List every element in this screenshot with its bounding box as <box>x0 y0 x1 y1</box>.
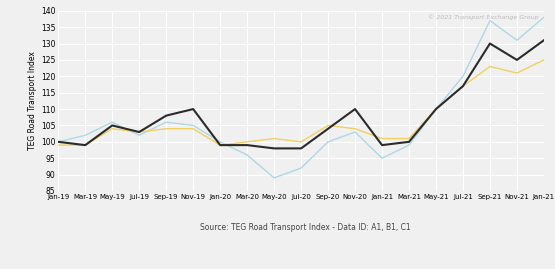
TEG Market Index <box>460 84 466 88</box>
Courier Vehicles <box>406 137 412 140</box>
TEG Market Index <box>82 143 89 147</box>
Haulage Vehicles <box>109 121 115 124</box>
Courier Vehicles <box>487 65 493 68</box>
Courier Vehicles <box>379 137 385 140</box>
TEG Market Index <box>541 39 547 42</box>
Haulage Vehicles <box>136 134 143 137</box>
TEG Market Index <box>55 140 62 143</box>
TEG Market Index <box>244 143 250 147</box>
Courier Vehicles <box>352 127 359 130</box>
TEG Market Index <box>297 147 304 150</box>
Haulage Vehicles <box>352 130 359 134</box>
Courier Vehicles <box>244 140 250 143</box>
Haulage Vehicles <box>325 140 331 143</box>
TEG Market Index <box>109 124 115 127</box>
Courier Vehicles <box>460 84 466 88</box>
TEG Market Index <box>136 130 143 134</box>
Haulage Vehicles <box>513 39 520 42</box>
Haulage Vehicles <box>55 140 62 143</box>
TEG Market Index <box>217 143 224 147</box>
TEG Market Index <box>163 114 169 117</box>
TEG Market Index <box>406 140 412 143</box>
Line: TEG Market Index: TEG Market Index <box>58 40 544 148</box>
Line: Courier Vehicles: Courier Vehicles <box>58 60 544 145</box>
Courier Vehicles <box>297 140 304 143</box>
TEG Market Index <box>379 143 385 147</box>
Haulage Vehicles <box>460 75 466 78</box>
Text: © 2021 Transport Exchange Group: © 2021 Transport Exchange Group <box>428 14 539 20</box>
Haulage Vehicles <box>433 107 440 111</box>
Haulage Vehicles <box>379 157 385 160</box>
Haulage Vehicles <box>82 134 89 137</box>
Line: Haulage Vehicles: Haulage Vehicles <box>58 17 544 178</box>
Haulage Vehicles <box>541 16 547 19</box>
Haulage Vehicles <box>487 19 493 22</box>
Courier Vehicles <box>433 107 440 111</box>
Courier Vehicles <box>541 58 547 62</box>
TEG Market Index <box>271 147 278 150</box>
TEG Market Index <box>513 58 520 62</box>
Courier Vehicles <box>325 124 331 127</box>
Y-axis label: TEG Road Transport Index: TEG Road Transport Index <box>28 51 37 150</box>
Courier Vehicles <box>217 143 224 147</box>
Haulage Vehicles <box>163 121 169 124</box>
Courier Vehicles <box>513 71 520 75</box>
Text: Source: TEG Road Transport Index - Data ID: A1, B1, C1: Source: TEG Road Transport Index - Data … <box>200 223 411 232</box>
Haulage Vehicles <box>297 167 304 170</box>
TEG Market Index <box>487 42 493 45</box>
Courier Vehicles <box>190 127 196 130</box>
Courier Vehicles <box>109 127 115 130</box>
Haulage Vehicles <box>190 124 196 127</box>
Haulage Vehicles <box>271 176 278 179</box>
Haulage Vehicles <box>217 140 224 143</box>
Courier Vehicles <box>163 127 169 130</box>
TEG Market Index <box>433 107 440 111</box>
TEG Market Index <box>325 127 331 130</box>
TEG Market Index <box>190 107 196 111</box>
Haulage Vehicles <box>244 153 250 157</box>
Courier Vehicles <box>55 143 62 147</box>
Courier Vehicles <box>82 143 89 147</box>
Haulage Vehicles <box>406 143 412 147</box>
Courier Vehicles <box>136 130 143 134</box>
TEG Market Index <box>352 107 359 111</box>
Courier Vehicles <box>271 137 278 140</box>
